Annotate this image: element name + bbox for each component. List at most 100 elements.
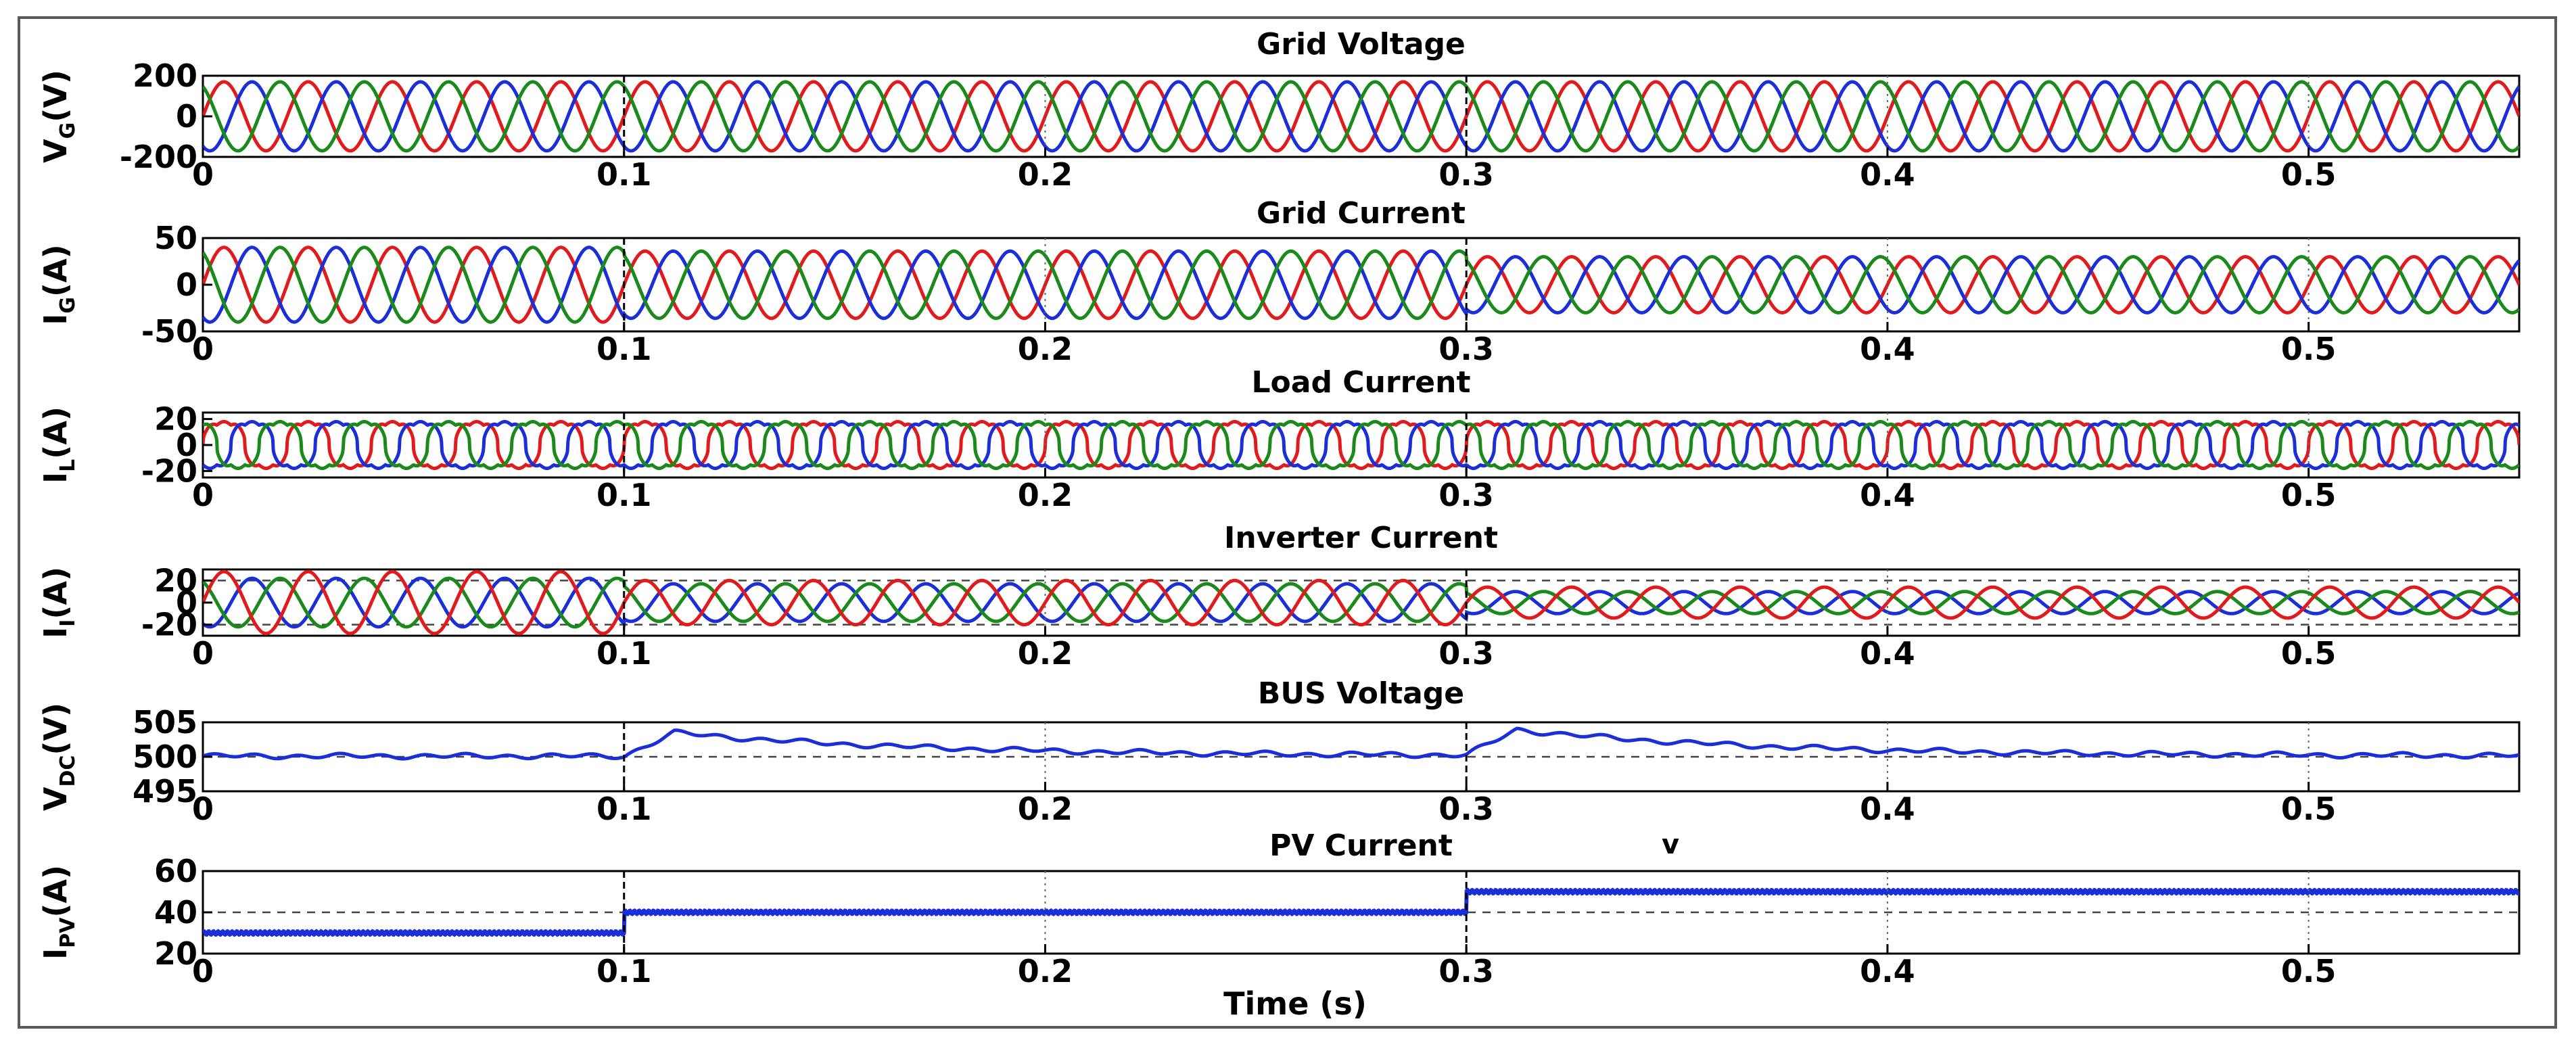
- x-tick-label: 0: [192, 156, 214, 193]
- x-tick-label: 0.1: [596, 156, 652, 193]
- x-tick-label: 0.2: [1018, 953, 1073, 989]
- x-tick-label: 0.3: [1438, 477, 1494, 513]
- x-axis-label: Time (s): [1223, 985, 1367, 1022]
- x-tick-label: 0.1: [596, 635, 652, 672]
- y-label-sub: DC: [56, 755, 80, 787]
- x-tick-label: 0.4: [1860, 635, 1915, 672]
- y-label-unit: (V): [37, 70, 74, 122]
- y-label-sub: PV: [56, 917, 80, 948]
- x-tick-label: 0.2: [1018, 791, 1073, 827]
- y-axis-label: VDC(V): [37, 703, 80, 811]
- y-tick-label: 60: [154, 853, 197, 889]
- series-line-2: [203, 419, 2519, 471]
- series-line-0: [203, 726, 2519, 761]
- x-tick-label: 0.5: [2281, 791, 2337, 827]
- y-axis-label: VG(V): [37, 70, 80, 163]
- y-label-sub: I: [56, 619, 80, 627]
- x-tick-label: 0.3: [1438, 791, 1494, 827]
- y-label-sub: G: [56, 297, 80, 314]
- y-label-unit: (A): [37, 406, 74, 459]
- y-label-unit: (V): [37, 703, 74, 755]
- y-tick-label: 0: [176, 98, 197, 135]
- x-tick-label: 0.2: [1018, 477, 1073, 513]
- x-tick-label: 0.4: [1860, 953, 1915, 989]
- y-tick-label: 20: [154, 935, 197, 972]
- y-label-main: V: [37, 787, 74, 811]
- axes-box: [202, 568, 2521, 637]
- y-label-unit: (A): [37, 567, 74, 619]
- y-axis-label: IPV(A): [37, 865, 80, 960]
- x-tick-label: 0.1: [596, 477, 652, 513]
- stray-mark: v: [1662, 829, 1679, 860]
- x-tick-label: 0.5: [2281, 331, 2337, 367]
- x-tick-label: 0.5: [2281, 635, 2337, 672]
- x-tick-label: 0.4: [1860, 156, 1915, 193]
- x-tick-label: 0: [192, 477, 214, 513]
- y-tick-label: 20: [154, 562, 197, 599]
- y-tick-label: 500: [133, 739, 197, 775]
- figure-frame: [18, 16, 2557, 1029]
- x-tick-label: 0: [192, 953, 214, 989]
- y-label-main: V: [37, 139, 74, 163]
- y-label-sub: L: [56, 459, 80, 472]
- x-tick-label: 0.4: [1860, 477, 1915, 513]
- chart-title: Inverter Current: [1224, 521, 1498, 555]
- y-label-main: I: [37, 472, 74, 484]
- y-label-unit: (A): [37, 865, 74, 918]
- x-tick-label: 0.2: [1018, 635, 1073, 672]
- y-tick-label: -50: [141, 313, 197, 350]
- x-tick-label: 0.4: [1860, 331, 1915, 367]
- panel-5: PV Current 60 40 200 0.1 0.2 0.3 0.4 0.5 IPV(A) Ti…: [37, 828, 2521, 1022]
- x-tick-label: 0: [192, 791, 214, 827]
- y-label-unit: (A): [37, 244, 74, 297]
- x-tick-label: 0.4: [1860, 791, 1915, 827]
- axes-box: [202, 237, 2521, 333]
- y-tick-label: 200: [133, 57, 197, 94]
- axes-box: [202, 74, 2521, 158]
- series-line-0: [203, 887, 2519, 937]
- chart-title: BUS Voltage: [1258, 676, 1464, 711]
- y-tick-label: -20: [141, 452, 197, 489]
- y-tick-label: 50: [154, 220, 197, 256]
- series-line-2: [203, 245, 2519, 324]
- y-tick-label: -200: [120, 139, 197, 175]
- y-tick-label: 40: [154, 894, 197, 931]
- x-tick-label: 0.5: [2281, 156, 2337, 193]
- chart-title: PV Current: [1269, 828, 1453, 863]
- chart-title: Grid Current: [1257, 196, 1466, 231]
- chart-title: Grid Voltage: [1257, 27, 1466, 62]
- y-label-main: I: [37, 627, 74, 638]
- y-label-sub: G: [56, 122, 80, 139]
- y-tick-label: 505: [133, 704, 197, 741]
- x-tick-label: 0.3: [1438, 156, 1494, 193]
- x-tick-label: 0.3: [1438, 953, 1494, 989]
- x-tick-label: 0: [192, 635, 214, 672]
- y-label-main: I: [37, 314, 74, 325]
- y-axis-label: IL(A): [37, 406, 80, 484]
- x-tick-label: 0.1: [596, 791, 652, 827]
- x-tick-label: 0.2: [1018, 331, 1073, 367]
- x-tick-label: 0.1: [596, 331, 652, 367]
- y-tick-label: 0: [176, 427, 197, 463]
- axes-box: [202, 411, 2521, 479]
- series-line-2: [203, 569, 2519, 636]
- y-tick-label: 495: [133, 773, 197, 810]
- chart-title: Load Current: [1252, 365, 1471, 400]
- x-tick-label: 0.3: [1438, 635, 1494, 672]
- x-tick-label: 0.5: [2281, 477, 2337, 513]
- x-tick-label: 0.1: [596, 953, 652, 989]
- x-tick-label: 0.5: [2281, 953, 2337, 989]
- y-tick-label: 0: [176, 584, 197, 621]
- x-tick-label: 0: [192, 331, 214, 367]
- y-tick-label: -20: [141, 607, 197, 643]
- x-tick-label: 0.2: [1018, 156, 1073, 193]
- x-tick-label: 0.3: [1438, 331, 1494, 367]
- y-label-main: I: [37, 948, 74, 960]
- y-axis-label: II(A): [37, 567, 80, 638]
- y-tick-label: 20: [154, 401, 197, 438]
